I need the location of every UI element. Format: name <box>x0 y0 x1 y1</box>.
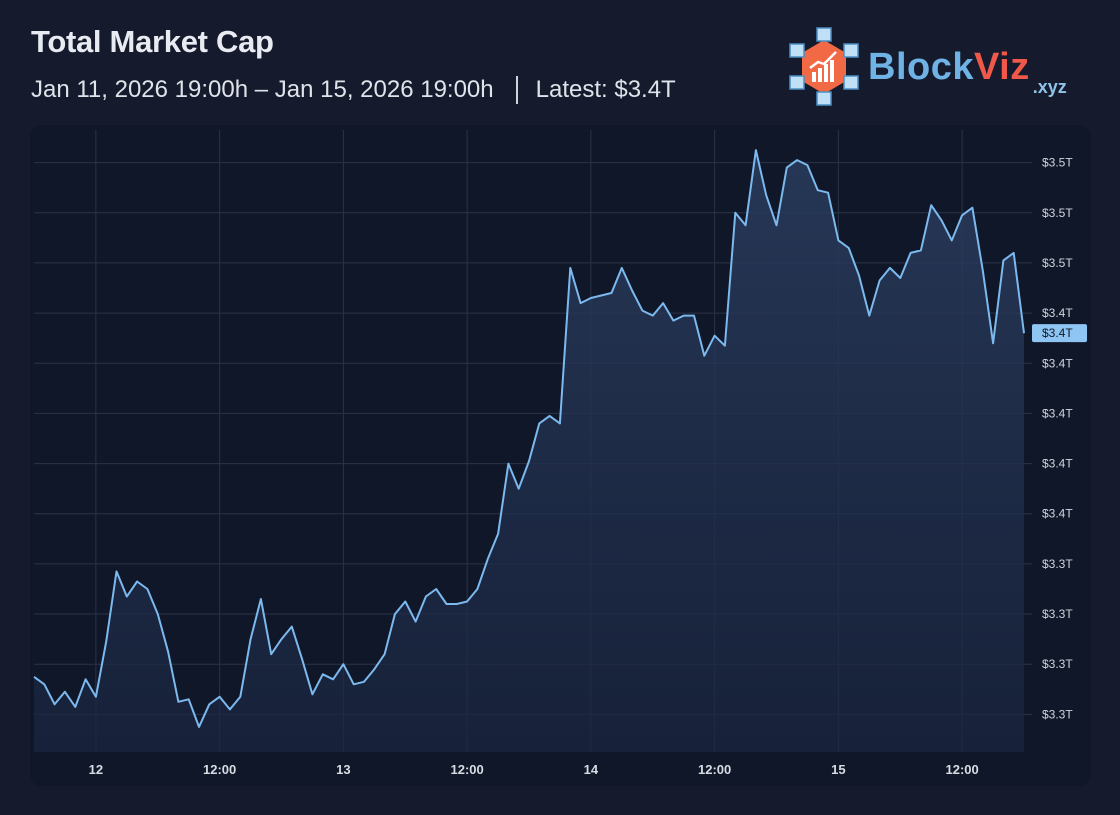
x-tick-label: 15 <box>831 762 845 777</box>
area-fill <box>34 150 1024 753</box>
last-value-label: $3.4T <box>1042 326 1073 340</box>
x-tick-label: 12:00 <box>946 762 979 777</box>
y-tick-label: $3.5T <box>1042 206 1073 220</box>
y-tick-label: $3.5T <box>1042 156 1073 170</box>
x-tick-label: 12 <box>89 762 103 777</box>
y-tick-label: $3.4T <box>1042 356 1073 370</box>
logo-hexagon-icon <box>789 27 859 106</box>
y-tick-label: $3.3T <box>1042 657 1073 671</box>
y-tick-label: $3.4T <box>1042 406 1073 420</box>
y-tick-label: $3.3T <box>1042 607 1073 621</box>
y-tick-label: $3.3T <box>1042 557 1073 571</box>
last-value-badge <box>1032 324 1087 343</box>
x-tick-label: 12:00 <box>451 762 484 777</box>
x-tick-label: 13 <box>336 762 350 777</box>
x-tick-label: 12:00 <box>698 762 731 777</box>
divider <box>515 76 518 104</box>
x-tick-label: 14 <box>584 762 599 777</box>
latest-value: Latest: $3.4T <box>535 76 676 103</box>
y-tick-label: $3.4T <box>1042 306 1073 320</box>
logo-text-block: Block <box>868 45 974 88</box>
date-range: Jan 11, 2026 19:00h – Jan 15, 2026 19:00… <box>31 76 494 103</box>
blockviz-logo: BlockViz .xyz <box>786 26 1067 108</box>
y-tick-label: $3.3T <box>1042 707 1073 721</box>
logo-text-viz: Viz <box>973 45 1030 88</box>
x-tick-label: 12:00 <box>203 762 236 777</box>
subtitle: Jan 11, 2026 19:00h – Jan 15, 2026 19:00… <box>31 76 676 104</box>
y-tick-label: $3.4T <box>1042 457 1073 471</box>
page-title: Total Market Cap <box>31 24 274 59</box>
y-tick-label: $3.5T <box>1042 256 1073 270</box>
y-tick-label: $3.4T <box>1042 507 1073 521</box>
logo-tld: .xyz <box>1032 77 1067 97</box>
